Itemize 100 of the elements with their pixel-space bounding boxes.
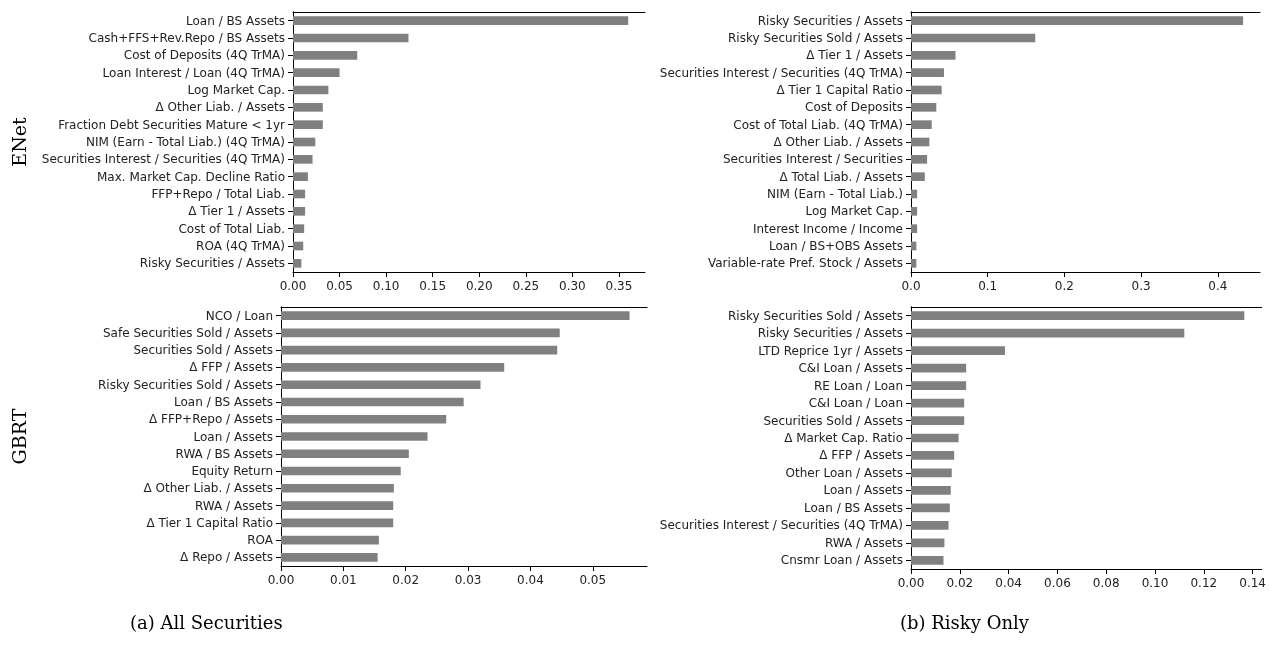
x-tick-label: 0.00 — [897, 576, 925, 590]
x-tick-label: 0.00 — [279, 279, 307, 293]
bar — [293, 137, 316, 147]
y-tick-label: Δ Other Liab. / Assets — [773, 135, 903, 149]
bar — [281, 518, 394, 528]
bar — [293, 189, 306, 199]
bar — [911, 538, 945, 548]
y-tick-label: Δ Tier 1 / Assets — [188, 204, 285, 219]
bar — [911, 328, 1185, 338]
bar — [293, 120, 323, 129]
bar — [911, 398, 965, 408]
bar — [911, 381, 967, 390]
y-tick-label: Risky Securities Sold / Assets — [98, 377, 273, 392]
bar — [911, 433, 959, 443]
bar — [911, 16, 1244, 25]
bar — [293, 207, 306, 216]
y-tick-label: Δ Tier 1 Capital Ratio — [776, 83, 903, 97]
bar — [911, 224, 918, 233]
y-tick-label: Securities Sold / Assets — [763, 413, 903, 428]
bar — [281, 535, 379, 545]
bar — [281, 501, 394, 510]
y-tick-label: RWA / BS Assets — [175, 446, 273, 461]
x-tick-label: 0.05 — [326, 279, 353, 293]
x-tick-label: 0.14 — [1239, 576, 1266, 590]
y-tick-label: Cost of Deposits (4Q TrMA) — [123, 48, 285, 63]
y-tick-label: LTD Reprice 1yr / Assets — [758, 343, 903, 358]
y-tick-label: Loan / BS Assets — [174, 394, 273, 409]
text: (b) Risky Only — [900, 611, 1030, 633]
bar — [911, 85, 942, 95]
y-tick-label: Risky Securities / Assets — [757, 326, 903, 341]
y-tick-label: Fraction Debt Securities Mature < 1yr — [58, 117, 286, 132]
y-axis-title: ENet — [7, 116, 30, 167]
y-tick-label: FFP+Repo / Total Liab. — [151, 187, 285, 201]
y-tick-label: Δ Other Liab. / Assets — [155, 100, 285, 115]
y-tick-label: Δ FFP / Assets — [819, 448, 903, 463]
bar — [911, 363, 967, 373]
x-tick-label: 0.04 — [995, 576, 1022, 590]
bar — [293, 259, 302, 268]
y-tick-label: Securities Interest / Securities (4Q TrMA) — [41, 152, 285, 167]
bar — [911, 451, 955, 460]
x-tick-label: 0.05 — [579, 573, 607, 587]
bar — [911, 555, 944, 565]
y-tick-label: Cost of Total Liab. — [178, 221, 285, 236]
y-tick-label: Securities Interest / Securities — [722, 152, 903, 167]
bar — [293, 155, 313, 164]
bar — [911, 120, 932, 129]
bar — [293, 68, 340, 77]
y-tick-label: Securities Sold / Assets — [133, 343, 273, 358]
y-tick-label: NIM (Earn - Total Liab.) (4Q TrMA) — [85, 135, 285, 149]
bar — [293, 33, 409, 43]
x-tick-label: 0.10 — [372, 279, 400, 293]
y-tick-label: Securities Interest / Securities (4Q TrMA) — [659, 518, 903, 533]
bar — [293, 241, 304, 251]
bar — [281, 345, 558, 355]
y-tick-label: RWA / Assets — [195, 498, 273, 513]
bar — [911, 51, 956, 60]
bar — [293, 51, 358, 60]
y-tick-label: RWA / Assets — [825, 535, 903, 550]
y-tick-label: Loan / Assets — [823, 483, 903, 498]
y-tick-label: Loan Interest / Loan (4Q TrMA) — [102, 65, 285, 80]
x-tick-label: 0.10 — [1141, 576, 1169, 590]
x-tick-label: 0.08 — [1092, 576, 1120, 590]
y-tick-label: Log Market Cap. — [805, 204, 903, 219]
y-axis-title: GBRT — [7, 408, 30, 465]
y-tick-label: Interest Income / Income — [752, 221, 903, 236]
bar — [911, 416, 965, 425]
bar — [911, 346, 1005, 356]
y-tick-label: Δ Tier 1 Capital Ratio — [146, 515, 273, 530]
bar — [293, 172, 308, 181]
x-tick-label: 0.02 — [392, 573, 420, 587]
y-tick-label: ROA — [247, 533, 274, 548]
bar — [911, 207, 918, 216]
y-tick-label: Safe Securities Sold / Assets — [103, 325, 273, 340]
bar — [281, 311, 630, 320]
text: (a) All Securities — [130, 611, 283, 633]
y-tick-label: ROA (4Q TrMA) — [196, 239, 285, 253]
y-tick-label: Δ Other Liab. / Assets — [143, 481, 273, 496]
bar — [911, 137, 930, 147]
y-tick-label: Variable-rate Pref. Stock / Assets — [707, 256, 903, 271]
bar — [911, 189, 918, 199]
y-tick-label: Δ Total Liab. / Assets — [779, 169, 903, 184]
x-tick-label: 0.15 — [419, 279, 447, 293]
bar — [281, 328, 560, 338]
bar — [293, 224, 305, 233]
x-tick-label: 0.30 — [559, 279, 586, 293]
y-tick-label: Max. Market Cap. Decline Ratio — [97, 169, 285, 184]
x-tick-label: 0.06 — [1044, 576, 1071, 590]
bar — [911, 468, 952, 478]
bar — [281, 553, 378, 562]
x-tick-label: 0.4 — [1208, 279, 1228, 293]
y-tick-label: Δ Repo / Assets — [180, 550, 273, 565]
x-tick-label: 0.12 — [1190, 576, 1218, 590]
bar — [911, 520, 949, 530]
y-tick-label: Δ Market Cap. Ratio — [784, 431, 903, 445]
bar — [911, 103, 937, 112]
y-tick-label: Cash+FFS+Rev.Repo / BS Assets — [88, 31, 285, 45]
y-tick-label: Cost of Deposits — [805, 100, 903, 115]
bar — [281, 483, 394, 493]
y-tick-label: Equity Return — [191, 464, 273, 479]
bar — [281, 449, 409, 459]
